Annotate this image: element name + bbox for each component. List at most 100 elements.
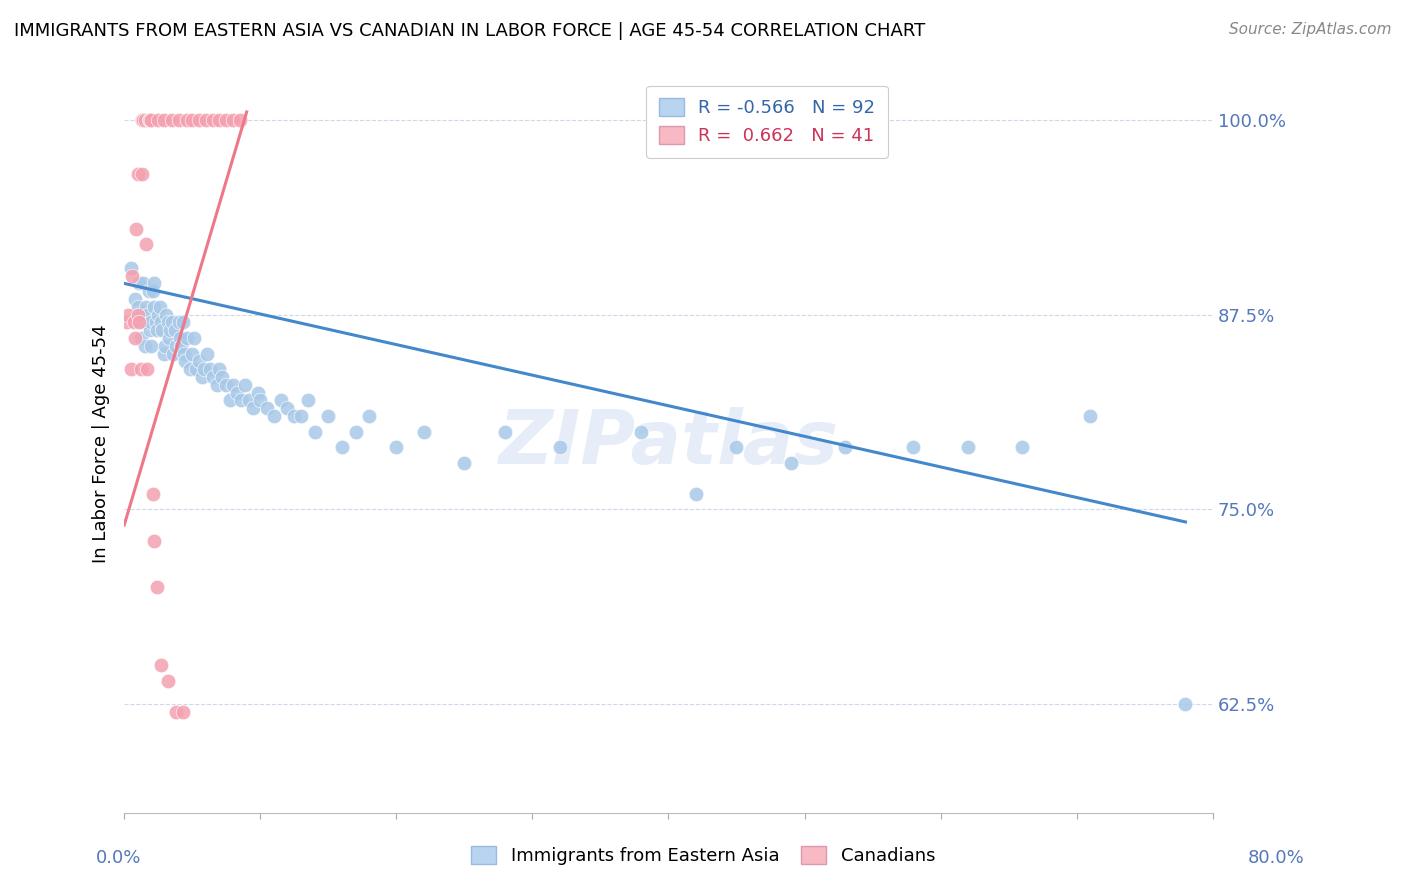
Point <box>183 331 205 345</box>
Point <box>359 409 381 423</box>
Point <box>156 673 179 688</box>
Point <box>142 487 165 501</box>
Point <box>195 346 218 360</box>
Point <box>150 323 173 337</box>
Point <box>136 308 159 322</box>
Point <box>174 354 197 368</box>
Point <box>181 346 204 360</box>
Point <box>201 370 224 384</box>
Point <box>208 112 231 127</box>
Point <box>128 277 150 291</box>
Point <box>172 705 194 719</box>
Point <box>344 425 367 439</box>
Point <box>167 315 190 329</box>
Point <box>129 331 152 345</box>
Point <box>385 440 408 454</box>
Point <box>138 112 160 127</box>
Point <box>263 409 285 423</box>
Point <box>238 393 260 408</box>
Point <box>685 487 707 501</box>
Point <box>276 401 298 416</box>
Point <box>222 112 245 127</box>
Point <box>179 362 201 376</box>
Point <box>330 440 353 454</box>
Text: Source: ZipAtlas.com: Source: ZipAtlas.com <box>1229 22 1392 37</box>
Point <box>149 658 172 673</box>
Point <box>1011 440 1033 454</box>
Point <box>229 112 252 127</box>
Point <box>170 339 193 353</box>
Point <box>149 300 172 314</box>
Point <box>129 308 152 322</box>
Point <box>725 440 748 454</box>
Point <box>318 409 340 423</box>
Point <box>186 362 208 376</box>
Point <box>120 362 142 376</box>
Point <box>135 300 157 314</box>
Point <box>181 112 204 127</box>
Point <box>215 112 238 127</box>
Point <box>132 112 155 127</box>
Text: ZIPatlas: ZIPatlas <box>499 407 838 480</box>
Point <box>193 362 215 376</box>
Point <box>198 362 221 376</box>
Point <box>131 112 153 127</box>
Point <box>256 401 278 416</box>
Point <box>143 277 166 291</box>
Text: 0.0%: 0.0% <box>96 849 141 867</box>
Point <box>139 323 162 337</box>
Point <box>156 315 179 329</box>
Point <box>188 112 211 127</box>
Point <box>127 300 149 314</box>
Point <box>160 315 183 329</box>
Point <box>138 284 160 298</box>
Point <box>136 362 159 376</box>
Point <box>124 292 146 306</box>
Point <box>143 300 166 314</box>
Point <box>630 425 652 439</box>
Point <box>162 346 184 360</box>
Point <box>167 112 190 127</box>
Point <box>1174 698 1197 712</box>
Point <box>148 112 170 127</box>
Point <box>165 705 187 719</box>
Point <box>163 323 186 337</box>
Point <box>125 222 148 236</box>
Point <box>127 308 149 322</box>
Point <box>453 456 475 470</box>
Point <box>141 112 163 127</box>
Point <box>159 323 181 337</box>
Point <box>201 112 224 127</box>
Point <box>215 377 238 392</box>
Point <box>153 339 176 353</box>
Point <box>127 167 149 181</box>
Text: IMMIGRANTS FROM EASTERN ASIA VS CANADIAN IN LABOR FORCE | AGE 45-54 CORRELATION : IMMIGRANTS FROM EASTERN ASIA VS CANADIAN… <box>14 22 925 40</box>
Point <box>283 409 305 423</box>
Point <box>290 409 312 423</box>
Point <box>117 308 139 322</box>
Point <box>155 308 177 322</box>
Point <box>297 393 319 408</box>
Point <box>176 112 198 127</box>
Point <box>172 315 194 329</box>
Point <box>233 377 256 392</box>
Point <box>270 393 292 408</box>
Point <box>146 581 169 595</box>
Y-axis label: In Labor Force | Age 45-54: In Labor Force | Age 45-54 <box>93 324 110 563</box>
Point <box>134 112 156 127</box>
Point <box>121 268 143 283</box>
Point <box>148 308 170 322</box>
Point <box>132 277 155 291</box>
Point <box>780 456 803 470</box>
Point <box>120 260 142 275</box>
Point <box>169 331 191 345</box>
Point <box>208 362 231 376</box>
Point <box>141 339 163 353</box>
Point <box>139 112 162 127</box>
Point <box>142 284 165 298</box>
Legend: Immigrants from Eastern Asia, Canadians: Immigrants from Eastern Asia, Canadians <box>464 839 942 872</box>
Point <box>211 370 233 384</box>
Point <box>903 440 925 454</box>
Point <box>124 331 146 345</box>
Point <box>152 346 174 360</box>
